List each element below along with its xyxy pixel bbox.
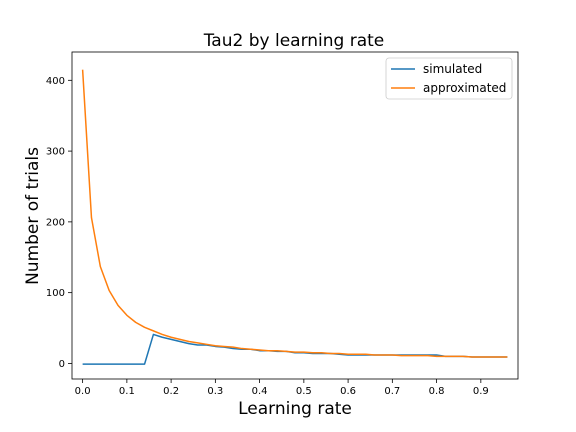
y-axis-label: Number of trials: [23, 147, 43, 285]
axes-frame: [71, 51, 519, 380]
x-tick-label: 0.7: [384, 386, 400, 397]
y-tick-label: 200: [46, 217, 65, 228]
y-tick-label: 100: [46, 288, 65, 299]
legend-box: [385, 57, 513, 100]
y-tick-label: 300: [46, 147, 65, 158]
y-tick-label: 400: [46, 76, 65, 87]
legend: simulated approximated: [385, 57, 513, 100]
x-tick-label: 0.1: [119, 386, 135, 397]
y-tick-label: 0: [59, 359, 65, 370]
x-tick-label: 0.0: [75, 386, 91, 397]
legend-label-approximated: approximated: [423, 81, 506, 95]
x-tick-label: 0.3: [207, 386, 223, 397]
series-line-approximated: [81, 69, 508, 358]
x-axis-label: Learning rate: [238, 399, 352, 419]
x-tick-label: 0.8: [429, 386, 445, 397]
plot-area: 0.0 0.1 0.2 0.3 0.4 0.5 0.6 0.7 0.8 0.9 0 100 200 300…: [46, 51, 519, 397]
x-tick-label: 0.5: [296, 386, 312, 397]
chart-title: Tau2 by learning rate: [203, 31, 385, 51]
legend-label-simulated: simulated: [423, 62, 482, 76]
x-tick-label: 0.2: [163, 386, 179, 397]
x-tick-label: 0.9: [473, 386, 489, 397]
x-tick-label: 0.4: [252, 386, 268, 397]
x-tick-label: 0.6: [340, 386, 356, 397]
